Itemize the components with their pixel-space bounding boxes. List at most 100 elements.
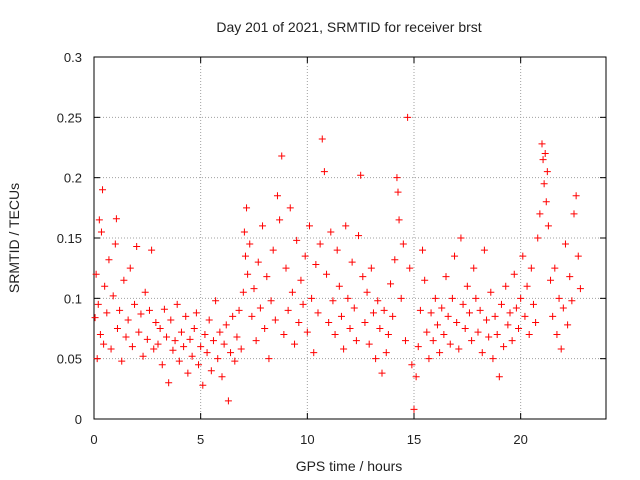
data-point: [361, 318, 369, 326]
data-point: [557, 345, 565, 353]
data-point: [399, 240, 407, 248]
data-point: [355, 232, 363, 240]
data-point: [100, 340, 108, 348]
data-point: [372, 355, 380, 363]
data-point: [239, 288, 247, 296]
data-point: [308, 294, 316, 302]
data-point: [380, 306, 388, 314]
data-point: [429, 337, 437, 345]
data-point: [131, 300, 139, 308]
data-point: [378, 369, 386, 377]
data-point: [214, 355, 222, 363]
data-point: [515, 325, 523, 332]
data-point: [124, 316, 132, 324]
data-point: [107, 345, 115, 353]
data-point: [419, 246, 427, 254]
data-point: [570, 210, 578, 218]
data-point: [463, 282, 471, 290]
data-point: [265, 355, 273, 363]
data-point: [393, 174, 401, 182]
data-point: [476, 306, 484, 314]
data-point: [222, 321, 230, 329]
data-point: [186, 335, 194, 343]
data-point: [135, 328, 143, 336]
data-point: [205, 316, 213, 324]
data-point: [271, 316, 279, 324]
data-point: [480, 246, 488, 254]
data-point: [495, 373, 503, 381]
data-point: [527, 264, 535, 272]
data-point: [401, 337, 409, 345]
data-point: [532, 318, 540, 326]
data-point: [173, 300, 181, 308]
data-point: [288, 288, 296, 296]
data-point: [99, 186, 107, 194]
data-point: [440, 331, 448, 339]
data-point: [199, 381, 207, 389]
data-point: [423, 328, 431, 336]
data-point: [543, 168, 551, 176]
data-point: [295, 318, 303, 326]
data-point: [404, 113, 412, 121]
data-point: [508, 337, 516, 345]
data-point: [374, 297, 382, 305]
data-point: [235, 306, 243, 314]
data-point: [195, 361, 203, 369]
data-point: [280, 331, 288, 339]
data-point: [250, 285, 258, 293]
data-point: [163, 333, 171, 341]
data-point: [489, 355, 497, 363]
data-point: [126, 264, 134, 272]
data-point: [485, 333, 493, 341]
data-point: [243, 204, 251, 212]
data-point: [323, 270, 331, 278]
data-point: [506, 309, 514, 317]
data-point: [421, 276, 429, 284]
data-point: [209, 337, 217, 345]
data-point: [291, 340, 299, 348]
data-point: [504, 321, 512, 329]
data-point: [444, 312, 452, 320]
data-point: [510, 270, 518, 278]
x-tick-label: 5: [197, 432, 204, 447]
data-point: [259, 222, 267, 230]
data-point: [220, 340, 228, 348]
data-point: [468, 337, 476, 345]
data-point: [523, 282, 531, 290]
data-point: [448, 294, 456, 302]
data-point: [263, 273, 271, 281]
data-point: [175, 357, 183, 365]
data-point: [197, 343, 205, 351]
data-point: [487, 288, 495, 296]
data-point: [436, 349, 444, 357]
data-point: [143, 335, 151, 343]
data-point: [572, 192, 580, 200]
x-tick-label: 10: [300, 432, 314, 447]
data-point: [229, 312, 237, 320]
data-point: [148, 246, 156, 254]
data-point: [389, 312, 397, 320]
data-point: [425, 355, 433, 363]
data-point: [180, 343, 188, 351]
data-point: [455, 345, 463, 353]
data-point: [483, 316, 491, 324]
data-point: [497, 300, 505, 308]
data-point: [145, 306, 153, 314]
data-point: [267, 297, 275, 305]
data-point: [94, 300, 102, 308]
data-point: [574, 252, 582, 260]
data-point: [500, 343, 508, 351]
x-axis-label: GPS time / hours: [296, 458, 403, 474]
data-point: [414, 343, 422, 351]
data-point: [348, 258, 356, 266]
data-point: [92, 270, 100, 278]
data-point: [539, 156, 547, 164]
data-point: [376, 325, 384, 332]
data-point: [384, 331, 392, 339]
data-point: [491, 312, 499, 320]
y-tick-label: 0.1: [64, 291, 82, 306]
data-point: [470, 264, 478, 272]
y-tick-label: 0: [75, 412, 82, 427]
data-point: [160, 305, 168, 313]
